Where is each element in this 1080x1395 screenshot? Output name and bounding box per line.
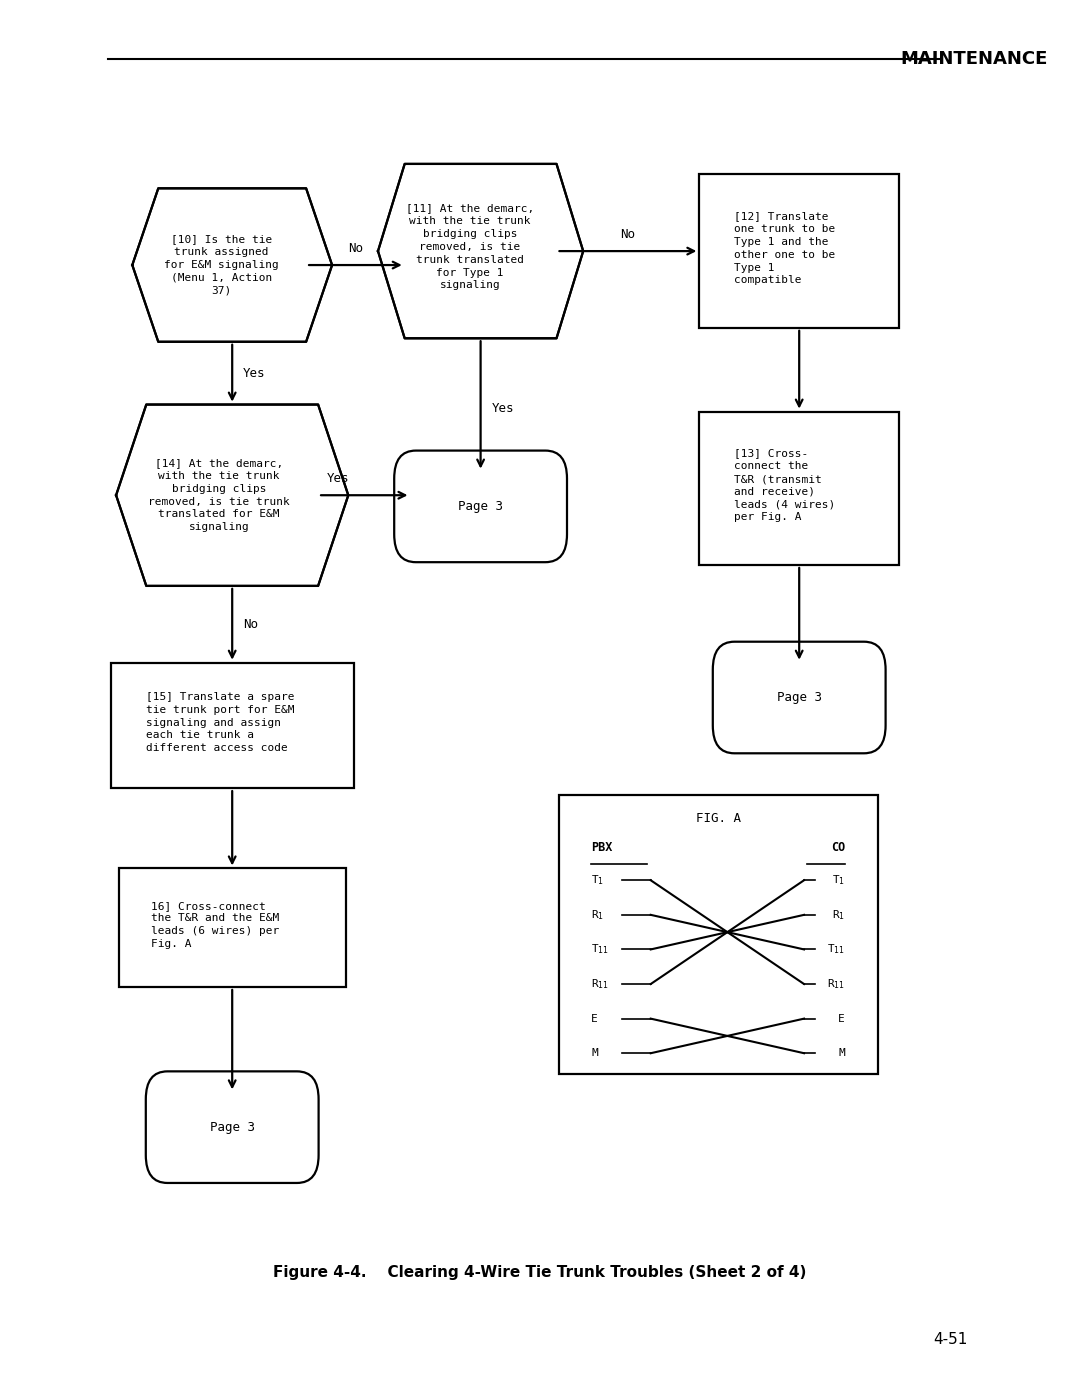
FancyBboxPatch shape [559,795,877,1074]
Text: MAINTENANCE: MAINTENANCE [901,50,1048,67]
Text: Page 3: Page 3 [210,1120,255,1134]
Text: No: No [348,243,363,255]
Text: E: E [838,1014,846,1024]
FancyBboxPatch shape [119,868,346,988]
Text: CO: CO [831,841,846,854]
Text: Page 3: Page 3 [458,499,503,513]
Text: T$_1$: T$_1$ [832,873,846,887]
Text: [15] Translate a spare
tie trunk port for E&M
signaling and assign
each tie trun: [15] Translate a spare tie trunk port fo… [146,692,294,753]
Text: No: No [243,618,258,631]
Text: Yes: Yes [491,402,514,414]
FancyBboxPatch shape [700,174,899,328]
Polygon shape [378,165,583,339]
Text: R$_1$: R$_1$ [592,908,605,922]
Text: [14] At the demarc,
with the tie trunk
bridging clips
removed, is tie trunk
tran: [14] At the demarc, with the tie trunk b… [148,458,291,533]
Text: [11] At the demarc,
with the tie trunk
bridging clips
removed, is tie
trunk tran: [11] At the demarc, with the tie trunk b… [406,204,534,290]
Text: 4-51: 4-51 [933,1332,968,1346]
Text: No: No [620,229,635,241]
Text: [10] Is the tie
trunk assigned
for E&M signaling
(Menu 1, Action
37): [10] Is the tie trunk assigned for E&M s… [164,234,279,296]
Polygon shape [117,405,348,586]
FancyBboxPatch shape [394,451,567,562]
Text: R$_{11}$: R$_{11}$ [827,976,846,990]
Text: [13] Cross-
connect the
T&R (transmit
and receive)
leads (4 wires)
per Fig. A: [13] Cross- connect the T&R (transmit an… [734,448,836,523]
FancyBboxPatch shape [700,412,899,565]
Text: Page 3: Page 3 [777,691,822,704]
Text: Yes: Yes [327,473,349,485]
Text: T$_{11}$: T$_{11}$ [827,943,846,957]
FancyBboxPatch shape [713,642,886,753]
Text: 16] Cross-connect
the T&R and the E&M
leads (6 wires) per
Fig. A: 16] Cross-connect the T&R and the E&M le… [151,901,280,949]
Text: PBX: PBX [592,841,612,854]
Polygon shape [133,188,333,342]
FancyBboxPatch shape [110,663,354,788]
Text: R$_{11}$: R$_{11}$ [592,976,609,990]
FancyBboxPatch shape [146,1071,319,1183]
Text: FIG. A: FIG. A [696,812,741,824]
Text: M: M [838,1048,846,1059]
Text: [12] Translate
one trunk to be
Type 1 and the
other one to be
Type 1
compatible: [12] Translate one trunk to be Type 1 an… [734,211,836,286]
Text: R$_1$: R$_1$ [832,908,846,922]
Text: T$_1$: T$_1$ [592,873,605,887]
Text: T$_{11}$: T$_{11}$ [592,943,609,957]
Text: E: E [592,1014,598,1024]
Text: Figure 4-4.    Clearing 4-Wire Tie Trunk Troubles (Sheet 2 of 4): Figure 4-4. Clearing 4-Wire Tie Trunk Tr… [273,1265,807,1279]
Text: Yes: Yes [243,367,266,379]
Text: M: M [592,1048,598,1059]
